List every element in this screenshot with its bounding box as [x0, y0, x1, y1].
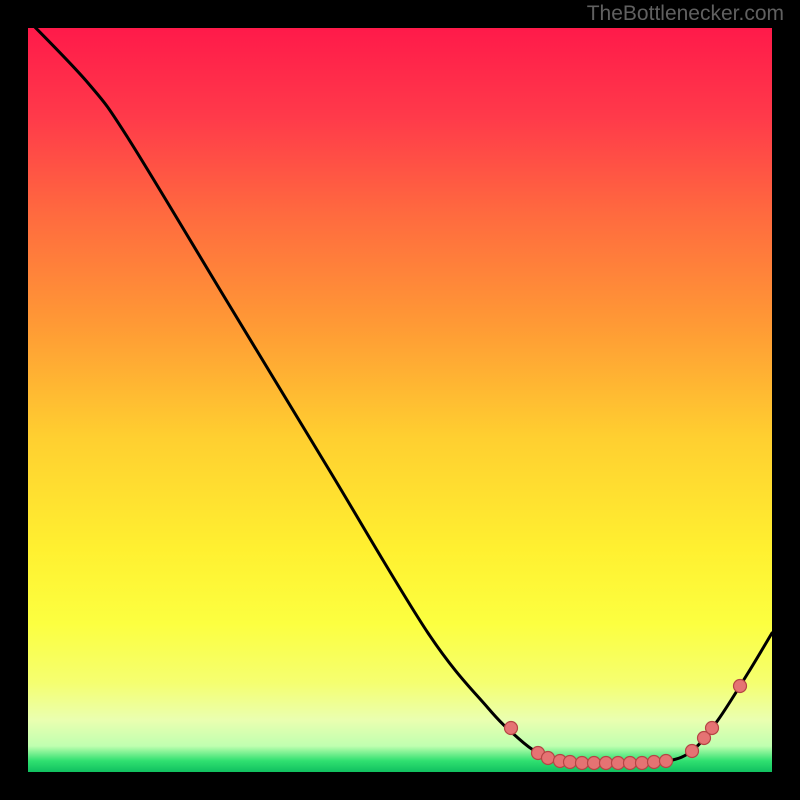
chart-background [28, 28, 772, 772]
marker-dot [600, 757, 613, 770]
marker-dot [660, 755, 673, 768]
marker-dot [648, 756, 661, 769]
marker-dot [612, 757, 625, 770]
marker-dot [542, 752, 555, 765]
marker-dot [505, 722, 518, 735]
marker-dot [686, 745, 699, 758]
marker-dot [576, 757, 589, 770]
marker-dot [624, 757, 637, 770]
bottleneck-chart [28, 28, 772, 772]
chart-svg [28, 28, 772, 772]
marker-dot [564, 756, 577, 769]
marker-dot [734, 680, 747, 693]
marker-dot [706, 722, 719, 735]
marker-dot [636, 757, 649, 770]
watermark-text: TheBottlenecker.com [587, 2, 784, 26]
marker-dot [588, 757, 601, 770]
